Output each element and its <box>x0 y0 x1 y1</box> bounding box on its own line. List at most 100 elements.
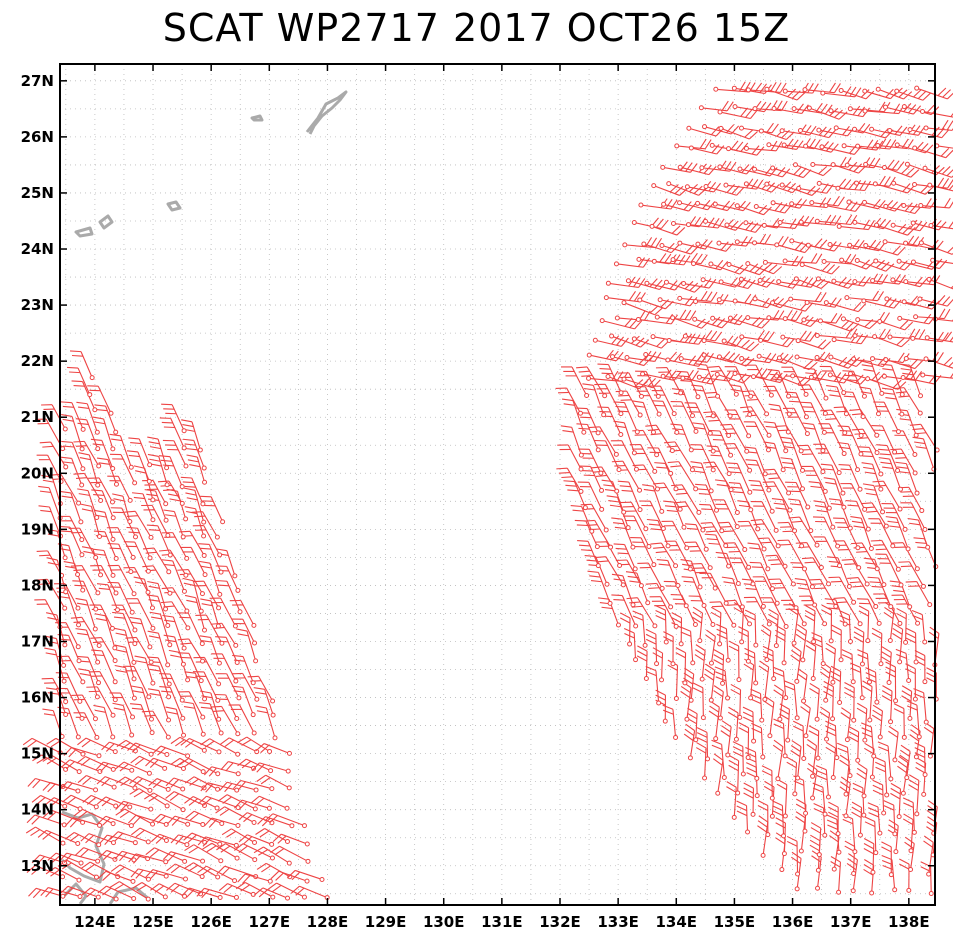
wind-barb <box>752 166 791 178</box>
wind-barb <box>645 628 660 667</box>
wind-barb <box>59 781 99 793</box>
wind-barb <box>675 647 688 686</box>
wind-barb <box>867 802 883 836</box>
wind-barb <box>893 387 923 416</box>
wind-barb <box>890 782 902 820</box>
wind-barb <box>823 300 867 313</box>
wind-barb <box>691 606 704 644</box>
wind-barb <box>198 543 224 575</box>
wind-barb <box>849 408 880 438</box>
wind-barb <box>654 462 679 492</box>
wind-barb <box>824 598 848 627</box>
wind-barb <box>877 741 894 782</box>
wind-barb <box>726 145 765 156</box>
wind-barb <box>236 628 259 664</box>
wind-barb <box>831 276 871 287</box>
wind-barb <box>683 723 696 761</box>
wind-barb <box>605 373 648 390</box>
wind-barb <box>773 684 784 722</box>
wind-barb <box>128 437 153 468</box>
wind-barb <box>802 82 841 94</box>
wind-barb <box>684 541 713 571</box>
wind-barb <box>920 372 953 379</box>
wind-barb <box>878 457 903 492</box>
wind-barb <box>631 217 669 230</box>
wind-barb <box>861 502 889 529</box>
wind-barb <box>892 622 904 665</box>
wind-barb <box>766 309 803 322</box>
wind-barbs <box>22 81 953 902</box>
wind-barb <box>833 597 863 627</box>
wind-barb <box>692 422 716 454</box>
wind-barb <box>684 181 721 193</box>
wind-barb <box>934 143 953 149</box>
wind-barb <box>750 501 779 533</box>
wind-barb <box>186 454 208 485</box>
wind-barb <box>132 882 168 900</box>
wind-barb <box>579 465 605 493</box>
wind-barb <box>716 236 753 247</box>
wind-barb <box>90 438 116 471</box>
wind-barb <box>695 483 719 513</box>
wind-barb <box>881 165 920 178</box>
wind-barb <box>147 656 172 687</box>
wind-barb <box>661 520 690 551</box>
wind-barb <box>96 776 138 791</box>
wind-barb <box>846 198 886 210</box>
wind-barb <box>109 453 138 486</box>
wind-barb <box>37 829 81 847</box>
wind-barb <box>25 826 66 846</box>
wind-barb <box>799 401 827 435</box>
wind-barb <box>815 765 831 800</box>
wind-barb <box>46 528 68 561</box>
wind-barb <box>577 481 605 512</box>
wind-barb <box>144 489 169 523</box>
wind-barb <box>779 124 817 136</box>
land-outline <box>166 200 182 212</box>
wind-barb <box>667 461 699 492</box>
wind-barb <box>906 700 922 740</box>
wind-barb <box>815 276 857 289</box>
wind-barb <box>195 614 225 646</box>
wind-barb <box>745 459 772 493</box>
wind-barb <box>70 564 101 596</box>
wind-barb <box>611 573 636 608</box>
wind-barb <box>710 313 748 326</box>
wind-barb <box>708 700 720 742</box>
wind-barb <box>765 554 796 587</box>
wind-barb <box>712 753 724 796</box>
wind-barb <box>147 580 169 612</box>
wind-barb <box>654 309 697 321</box>
wind-barb <box>777 215 815 227</box>
x-tick-label: 134E <box>655 913 697 931</box>
wind-barb <box>790 644 802 684</box>
wind-barb <box>636 645 649 682</box>
wind-barb <box>196 887 239 900</box>
wind-barb <box>232 779 275 792</box>
wind-barb <box>914 650 928 685</box>
wind-barb <box>65 817 103 828</box>
wind-barb <box>680 559 703 590</box>
wind-barb <box>110 864 151 882</box>
wind-barb <box>857 598 882 626</box>
wind-barb <box>831 624 844 663</box>
wind-barb <box>912 436 937 472</box>
wind-barb <box>177 652 204 684</box>
wind-barb <box>663 279 703 293</box>
land-outline <box>250 114 264 122</box>
wind-barb <box>749 561 775 592</box>
wind-barb <box>650 542 679 569</box>
wind-barb <box>91 489 116 521</box>
y-tick-label: 25N <box>21 184 54 202</box>
wind-barb <box>182 438 207 471</box>
wind-barb <box>895 461 920 496</box>
wind-barb <box>637 562 665 591</box>
wind-barb <box>820 409 848 436</box>
wind-barb <box>159 686 186 721</box>
wind-barb <box>881 685 894 725</box>
wind-barb <box>686 125 725 137</box>
wind-barb <box>732 367 773 379</box>
map-title: SCAT WP2717 2017 OCT26 15Z <box>162 6 791 50</box>
wind-barb <box>797 444 826 475</box>
wind-barb <box>202 842 240 861</box>
